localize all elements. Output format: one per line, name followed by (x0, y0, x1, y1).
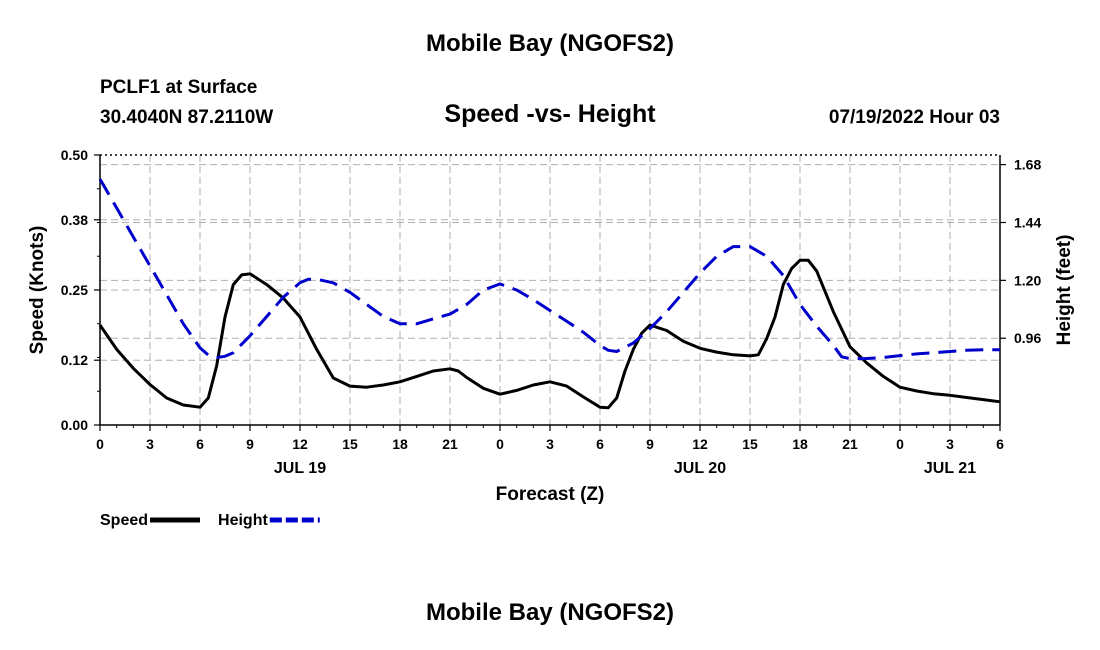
x-tick-label: 21 (842, 436, 858, 452)
y-tick-label: 0.38 (61, 212, 88, 228)
y2-tick-label: 1.44 (1014, 215, 1041, 231)
x-tick-label: 21 (442, 436, 458, 452)
x-tick-label: 0 (496, 436, 504, 452)
x-tick-label: 9 (646, 436, 654, 452)
y2-tick-label: 0.96 (1014, 330, 1041, 346)
x-tick-label: 0 (896, 436, 904, 452)
y2-tick-label: 1.68 (1014, 157, 1041, 173)
coordinates-label: 30.4040N 87.2110W (100, 107, 274, 128)
x-axis-title: Forecast (Z) (496, 484, 605, 505)
x-tick-label: 18 (792, 436, 808, 452)
forecast-datetime: 07/19/2022 Hour 03 (828, 107, 1000, 128)
date-label: JUL 21 (924, 460, 976, 477)
x-tick-label: 0 (96, 436, 104, 452)
series-line-speed (98, 258, 1001, 410)
chart-title: Mobile Bay (NGOFS2) (425, 30, 675, 57)
series-layer (98, 178, 1001, 410)
x-tick-label: 6 (596, 436, 604, 452)
date-label: JUL 20 (674, 460, 726, 477)
legend-label-speed: Speed (100, 512, 148, 529)
series-line-height (98, 178, 1000, 361)
x-tick-label: 12 (292, 436, 308, 452)
y-tick-label: 0.50 (61, 147, 88, 163)
x-tick-label: 3 (146, 436, 154, 452)
x-tick-label: 18 (392, 436, 408, 452)
chart-subtitle: Speed -vs- Height (444, 100, 656, 128)
x-tick-label: 9 (246, 436, 254, 452)
x-tick-label: 6 (996, 436, 1004, 452)
y-tick-label: 0.00 (61, 417, 88, 433)
y2-axis-title: Height (feet) (1054, 235, 1075, 346)
date-label: JUL 19 (274, 460, 326, 477)
x-tick-label: 3 (946, 436, 954, 452)
x-tick-label: 15 (342, 436, 358, 452)
x-tick-label: 15 (742, 436, 758, 452)
y-tick-label: 0.12 (61, 352, 88, 368)
station-label: PCLF1 at Surface (100, 77, 258, 98)
plot-frame (94, 154, 1006, 431)
footer-title: Mobile Bay (NGOFS2) (425, 599, 675, 626)
y-tick-label: 0.25 (61, 282, 88, 298)
legend-label-height: Height (218, 512, 268, 529)
x-tick-label: 12 (692, 436, 708, 452)
x-tick-label: 6 (196, 436, 204, 452)
y2-tick-label: 1.20 (1014, 272, 1041, 288)
y-axis-title: Speed (Knots) (27, 226, 48, 355)
legend: Speed Height (100, 512, 320, 529)
axis-labels: Forecast (Z) Speed (Knots) Height (feet)… (27, 147, 1075, 505)
x-tick-label: 3 (546, 436, 554, 452)
grid (100, 155, 1000, 425)
